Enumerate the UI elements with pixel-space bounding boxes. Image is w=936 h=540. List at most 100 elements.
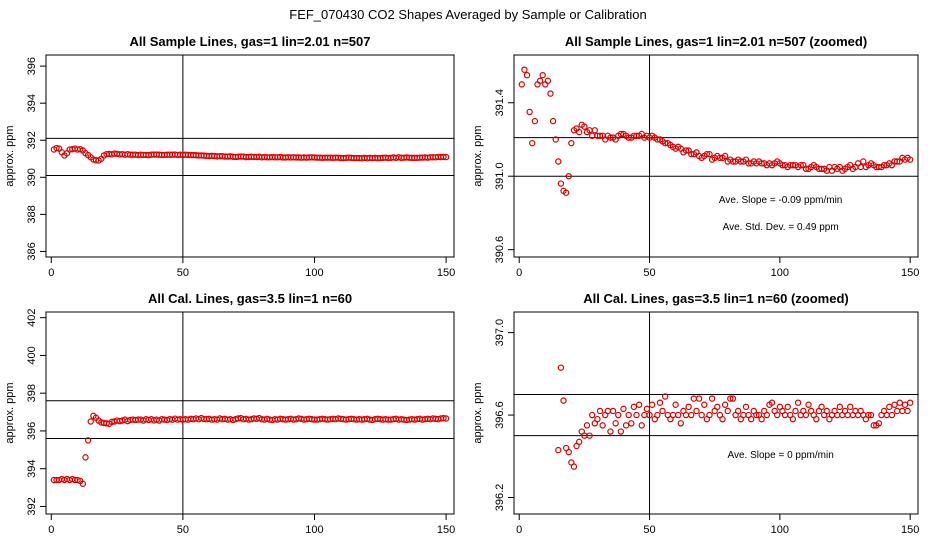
data-point [544, 77, 552, 84]
data-point [789, 415, 797, 423]
x-tick-label: 50 [643, 524, 655, 536]
data-point [893, 407, 901, 415]
data-point [685, 403, 692, 411]
data-point [549, 117, 557, 125]
data-point [836, 403, 844, 411]
data-point [721, 152, 729, 160]
chart-panel-1: All Sample Lines, gas=1 lin=2.01 n=507 0 5… [4, 34, 455, 279]
data-point [729, 395, 737, 402]
data-point [557, 364, 565, 371]
annotation: Ave. Std. Dev. = 0.49 ppm [723, 222, 839, 233]
plot-frame [513, 54, 919, 258]
plot-frame [513, 311, 919, 515]
data-point [575, 128, 583, 136]
x-tick-label: 50 [177, 524, 189, 536]
data-point [555, 158, 562, 165]
data-point [847, 403, 854, 411]
x-tick-label: 50 [177, 267, 189, 279]
y-tick-label: 397.0 [494, 319, 506, 347]
data-point [547, 90, 554, 97]
data-point [555, 446, 562, 454]
data-point [523, 71, 531, 79]
data-point [565, 172, 572, 180]
data-point [630, 403, 638, 411]
data-point [805, 401, 812, 408]
data-point [682, 411, 690, 419]
data-point [531, 117, 539, 125]
data-point [693, 407, 700, 415]
data-point [661, 393, 669, 400]
data-point [813, 415, 820, 423]
data-point [695, 395, 703, 402]
panels: All Sample Lines, gas=1 lin=2.01 n=507 0 5… [4, 34, 919, 536]
data-point [615, 411, 622, 419]
annotation: Ave. Slope = -0.09 ppm/min [719, 195, 843, 206]
data-point [654, 411, 661, 419]
data-point [834, 411, 841, 419]
plot-frame [45, 54, 455, 258]
data-point [891, 401, 898, 408]
data-point [675, 411, 682, 419]
data-point [82, 454, 89, 461]
x-tick-label: 50 [643, 267, 655, 279]
data-point [588, 411, 596, 419]
data-point [648, 401, 656, 408]
data-point [633, 411, 640, 419]
data-point [698, 411, 705, 419]
data-point [867, 411, 875, 419]
data-point [740, 411, 747, 419]
data-point [721, 401, 729, 408]
data-points [50, 412, 450, 487]
x-tick-label: 0 [516, 267, 522, 279]
data-point [682, 147, 690, 154]
data-point [875, 420, 883, 427]
data-point [570, 463, 578, 470]
data-point [701, 401, 708, 408]
data-point [774, 411, 781, 419]
y-tick-label: 392 [26, 131, 38, 149]
data-point [79, 480, 87, 487]
data-point [583, 422, 591, 429]
y-tick-label: 391.4 [494, 89, 506, 117]
data-point [797, 161, 804, 169]
x-tick-label: 0 [48, 524, 54, 536]
y-tick-label: 398 [26, 384, 38, 402]
data-point [784, 403, 791, 411]
data-point [529, 139, 536, 147]
x-tick-label: 100 [305, 524, 323, 536]
data-point [792, 407, 799, 415]
data-point [591, 127, 599, 134]
data-point [870, 422, 877, 429]
data-point [84, 437, 92, 444]
data-point [643, 405, 651, 413]
data-point [641, 411, 648, 419]
data-point [609, 407, 617, 415]
data-point [53, 144, 60, 152]
data-point [724, 407, 731, 415]
plot-frame [45, 311, 455, 515]
data-point [688, 411, 695, 419]
data-point [883, 411, 890, 419]
data-point [706, 150, 713, 158]
y-tick-label: 402 [26, 308, 38, 326]
data-point [628, 420, 635, 427]
data-point [536, 77, 544, 84]
data-point [607, 428, 614, 435]
data-point [669, 411, 677, 419]
data-points [555, 364, 914, 470]
y-axis-label: approx. ppm [472, 382, 484, 443]
y-axis-label: approx. ppm [472, 125, 484, 186]
data-point [727, 395, 734, 402]
data-point [896, 399, 903, 406]
y-tick-label: 400 [26, 346, 38, 364]
data-point [599, 422, 606, 429]
y-tick-label: 390 [26, 168, 38, 186]
data-point [440, 153, 447, 161]
x-tick-label: 0 [516, 524, 522, 536]
y-tick-label: 396.6 [494, 401, 506, 429]
data-point [747, 415, 755, 423]
data-point [442, 415, 450, 422]
data-point [575, 438, 583, 446]
x-tick-label: 100 [305, 267, 323, 279]
